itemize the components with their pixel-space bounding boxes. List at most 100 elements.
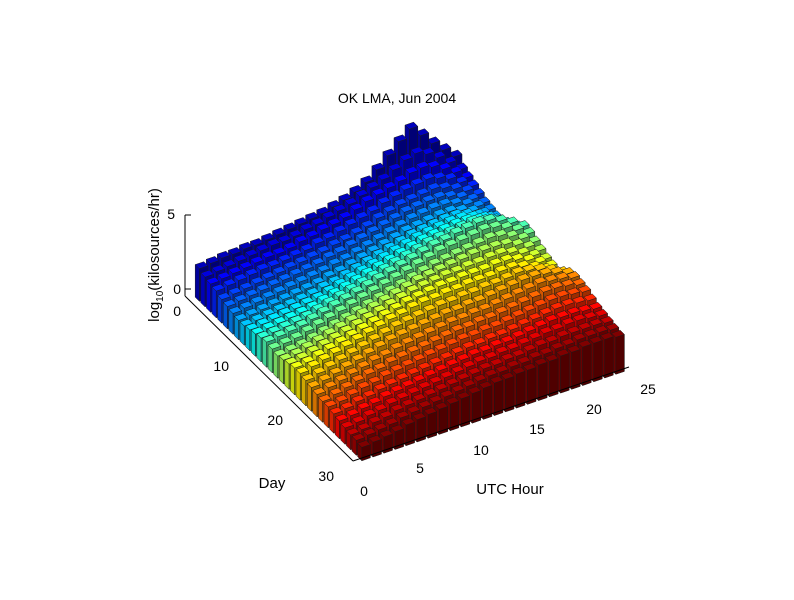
bar-top-face — [393, 198, 408, 206]
bar-top-face — [488, 239, 503, 248]
bar-top-face — [405, 284, 420, 292]
bar-top-face — [406, 405, 421, 414]
bar-top-face — [439, 307, 453, 315]
bar-top-face — [340, 380, 354, 389]
bar-top-face — [522, 343, 537, 352]
bar-top-face — [272, 316, 287, 324]
bar-top-face — [250, 255, 264, 264]
bar-top-face — [477, 262, 492, 271]
bar-top-face — [494, 264, 509, 273]
bar-side-face — [273, 351, 279, 379]
bar-top-face — [510, 266, 525, 274]
bar-top-face — [400, 264, 414, 272]
bar-top-face — [222, 278, 237, 287]
bar-side-face — [284, 359, 290, 390]
bar-top-face — [361, 346, 376, 355]
hour-tick-label-20: 20 — [586, 401, 602, 417]
bar-top-face — [389, 341, 404, 350]
bar-top-face — [410, 177, 425, 186]
bar-top-face — [478, 381, 493, 389]
bar-top-face — [455, 311, 470, 320]
bar-top-face — [289, 267, 303, 276]
bar-top-face — [372, 304, 387, 313]
bar-top-face — [217, 292, 231, 300]
bar-top-face — [500, 314, 514, 322]
bar-top-face — [360, 219, 375, 228]
bar-top-face — [450, 365, 465, 373]
bar-top-face — [533, 338, 548, 347]
bar-top-face — [516, 246, 530, 255]
bar-top-face — [415, 161, 430, 169]
bar-top-face — [377, 196, 391, 204]
bar-top-face — [439, 286, 453, 294]
bar-top-face — [505, 278, 520, 287]
bar-top-face — [267, 297, 281, 306]
bar-top-face — [433, 342, 448, 351]
bar-top-face — [577, 322, 592, 330]
bar-top-face — [444, 275, 459, 284]
bar-top-face — [448, 166, 463, 174]
bar-top-face — [255, 243, 270, 252]
bar-top-face — [283, 297, 298, 306]
bar-top-face — [350, 332, 365, 341]
bar-top-face — [417, 295, 431, 303]
bar-top-face — [362, 367, 376, 375]
bar-top-face — [345, 313, 359, 322]
bar-top-face — [466, 247, 481, 255]
bar-top-face — [355, 231, 369, 240]
bar-top-face — [401, 379, 415, 387]
bar-top-face — [445, 358, 459, 366]
bar-top-face — [295, 366, 310, 374]
bar-top-face — [355, 211, 369, 219]
bar-top-face — [388, 189, 402, 198]
bar-top-face — [427, 273, 442, 282]
bar-top-face — [544, 314, 559, 322]
bar-top-face — [450, 323, 465, 332]
bar-top-face — [538, 307, 553, 315]
bar-top-face — [456, 332, 470, 340]
bar-top-face — [449, 182, 463, 190]
bar-top-face — [289, 360, 304, 369]
bar-top-face — [471, 236, 486, 245]
bar-top-face — [539, 347, 553, 355]
bar-top-face — [505, 246, 519, 254]
bar-top-face — [432, 208, 447, 217]
bar-top-face — [361, 278, 376, 287]
bar-top-face — [461, 277, 475, 285]
bar-top-face — [360, 175, 375, 183]
bar-top-face — [327, 257, 342, 266]
bar-top-face — [460, 197, 474, 206]
bar-top-face — [577, 285, 592, 293]
bar-top-face — [366, 204, 380, 213]
bar-top-face — [443, 172, 458, 180]
bar-top-face — [227, 247, 242, 255]
bar-top-face — [344, 217, 358, 226]
bar-top-face — [382, 225, 397, 234]
bar-top-face — [483, 250, 497, 259]
bar-top-face — [239, 281, 253, 290]
bar-top-face — [404, 121, 419, 130]
bar-top-face — [527, 312, 542, 320]
bar-front-face — [615, 334, 625, 375]
bar-top-face — [439, 329, 454, 337]
bar-top-face — [516, 260, 531, 268]
bar-top-face — [461, 360, 476, 368]
bar-top-face — [533, 357, 548, 366]
bar-top-face — [305, 269, 320, 278]
bar-top-face — [289, 347, 304, 356]
bar-top-face — [378, 348, 393, 356]
bar-top-face — [367, 315, 381, 323]
bar-top-face — [351, 415, 366, 423]
bar-top-face — [349, 185, 364, 193]
bar-top-face — [588, 318, 603, 326]
bar-top-face — [382, 148, 397, 157]
bar-top-face — [295, 319, 309, 327]
bar-top-face — [456, 391, 471, 400]
bar-top-face — [415, 187, 430, 196]
bar-top-face — [322, 327, 337, 335]
bar-top-face — [521, 264, 536, 272]
bar-top-face — [373, 382, 388, 391]
bar-top-face — [395, 391, 410, 400]
bar-side-face — [306, 382, 312, 412]
bar-top-face — [550, 322, 564, 331]
